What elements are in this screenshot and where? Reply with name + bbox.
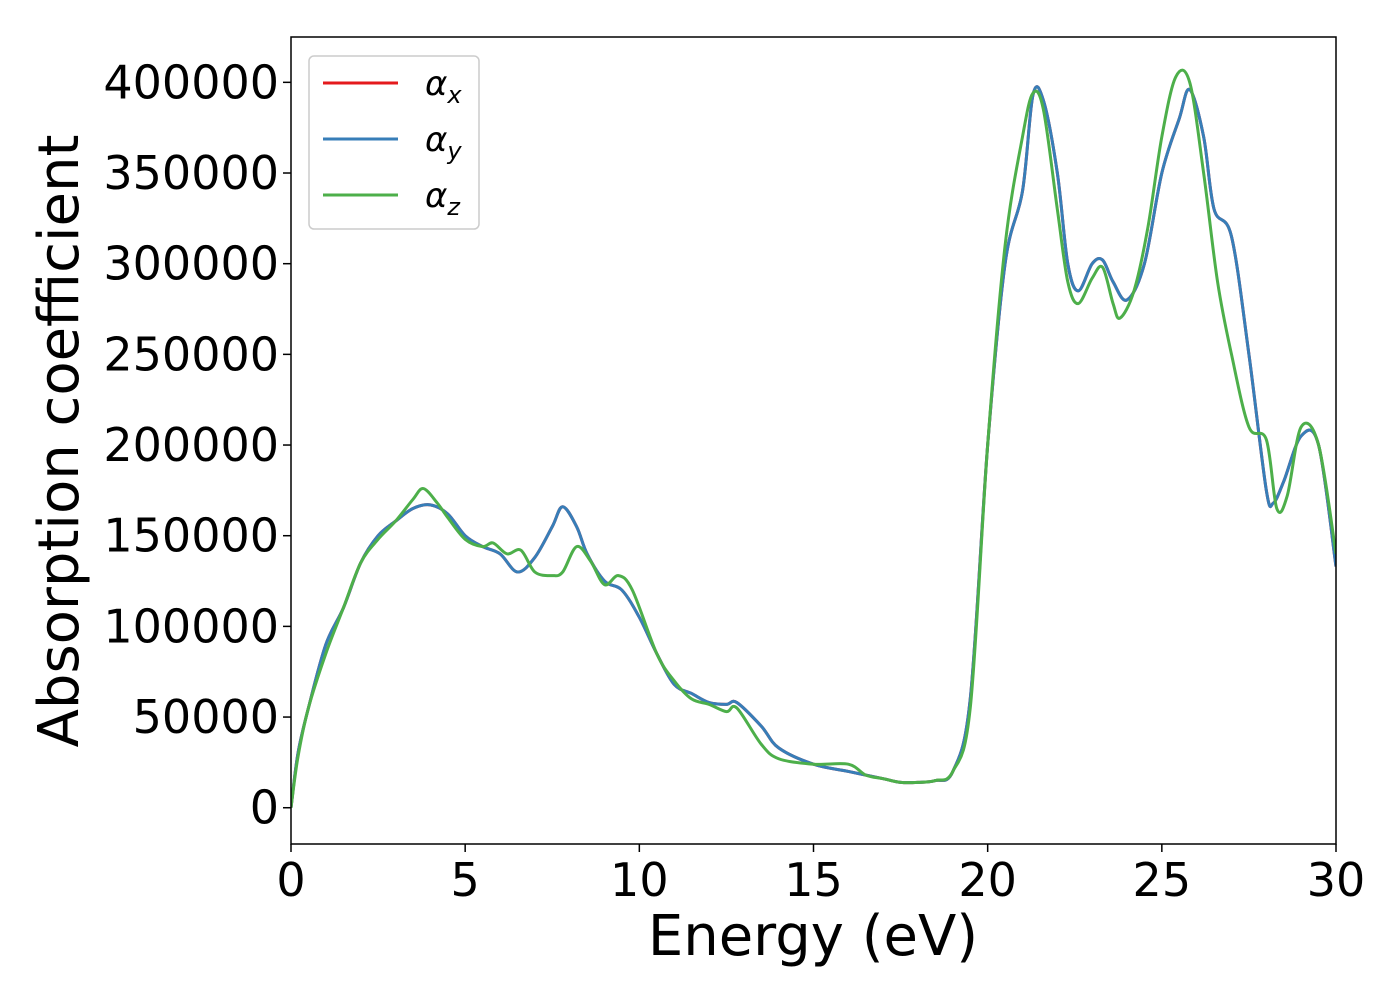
y-tick-label: 350000 (103, 146, 279, 200)
x-tick-label: 5 (451, 853, 480, 907)
y-tick-label: 0 (250, 781, 279, 835)
series-line-z (291, 68, 1336, 808)
y-tick-label: 200000 (103, 418, 279, 472)
x-tick-label: 30 (1307, 853, 1366, 907)
legend-label-y: αy (425, 120, 462, 165)
y-tick-label: 400000 (103, 55, 279, 109)
x-tick-label: 0 (276, 853, 305, 907)
x-tick-label: 20 (958, 853, 1017, 907)
legend: αx αy αz (308, 55, 480, 230)
legend-box (308, 55, 480, 230)
series-layer (291, 68, 1336, 808)
y-tick-label: 50000 (133, 690, 279, 744)
x-tick-label: 15 (784, 853, 843, 907)
legend-label-x: αx (425, 64, 462, 109)
y-axis-label: Absorption coefficient (27, 135, 92, 748)
y-tick-label: 150000 (103, 509, 279, 563)
y-tick-label: 100000 (103, 599, 279, 653)
x-axis-label: Energy (eV) (648, 904, 978, 969)
x-axis-ticks: 0 5 10 15 20 25 30 (276, 844, 1365, 907)
y-tick-label: 250000 (103, 327, 279, 381)
legend-label-z: αz (425, 176, 461, 221)
y-tick-label: 300000 (103, 237, 279, 291)
y-axis-ticks: 0 50000 100000 150000 200000 250000 300000 3500… (103, 55, 291, 835)
x-tick-label: 25 (1133, 853, 1192, 907)
x-tick-label: 10 (610, 853, 669, 907)
